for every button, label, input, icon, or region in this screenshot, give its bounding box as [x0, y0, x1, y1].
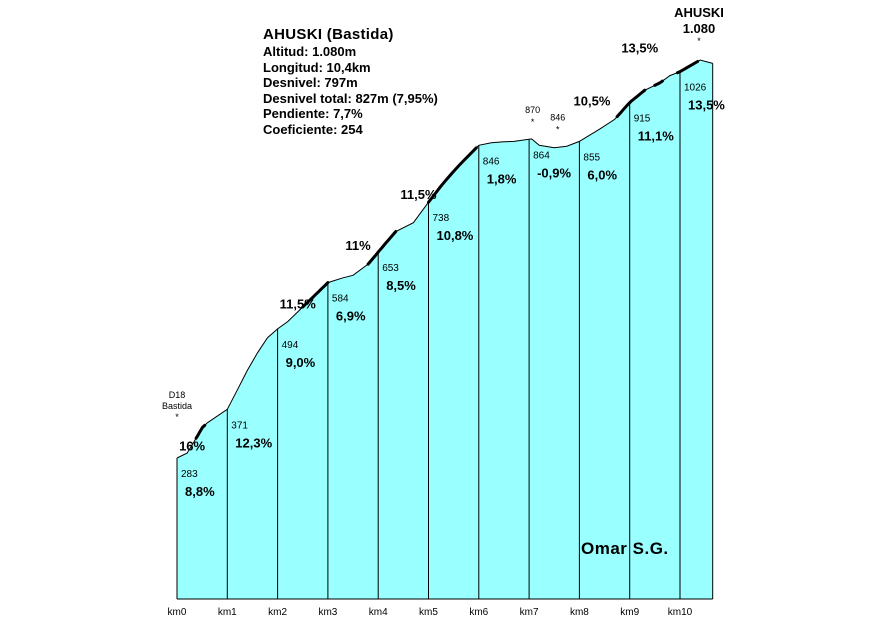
- km-gradient-label: 11,1%: [638, 128, 675, 143]
- info-coefficient: Coeficiente: 254: [263, 121, 363, 137]
- summit-name-label: AHUSKI: [674, 5, 724, 20]
- summit-altitude-label: 1.080: [683, 21, 716, 36]
- km-tick-label: km6: [469, 607, 488, 618]
- km-gradient-label: 8,5%: [386, 278, 416, 293]
- info-altitude: Altitud: 1.080m: [263, 44, 357, 59]
- km-gradient-label: -0,9%: [537, 165, 571, 180]
- km-altitude-label: 371: [231, 420, 248, 431]
- section-gradient-label: 10,5%: [574, 93, 611, 108]
- km-tick-label: km1: [218, 607, 237, 618]
- km-tick-label: km8: [570, 607, 589, 618]
- km-tick-label: km7: [520, 607, 539, 618]
- section-gradient-label: 13,5%: [621, 41, 658, 56]
- section-gradient-label: 16%: [179, 439, 205, 454]
- km-altitude-label: 864: [533, 150, 550, 161]
- point-altitude-label: 846: [550, 113, 565, 123]
- km-altitude-label: 494: [282, 340, 299, 351]
- summit-marker: *: [697, 36, 701, 46]
- profile-line-layer: [176, 59, 714, 600]
- km-tick-label: km3: [318, 607, 337, 618]
- info-elevation-gain: Desnivel: 797m: [263, 75, 358, 90]
- info-average-gradient: Pendiente: 7,7%: [263, 106, 363, 121]
- steep-segment: [301, 281, 330, 309]
- section-gradient-label: 11%: [345, 238, 371, 253]
- km-gradient-label: 12,3%: [235, 435, 272, 450]
- km-tick-label: km2: [268, 607, 287, 618]
- km-gradient-label: 13,5%: [688, 98, 725, 113]
- steep-segment: [676, 60, 700, 75]
- steep-segment: [427, 146, 478, 204]
- km-tick-label: km4: [369, 607, 388, 618]
- km-altitude-label: 653: [382, 263, 399, 274]
- km-tick-label: km5: [419, 607, 438, 618]
- km-altitude-label: 855: [583, 152, 600, 163]
- km-gradient-label: 10,8%: [437, 228, 474, 243]
- km-gradient-label: 9,0%: [286, 355, 316, 370]
- profile-area-layer: [177, 60, 713, 599]
- km-gradient-label: 6,0%: [587, 167, 617, 182]
- section-gradient-label: 11,5%: [280, 296, 317, 311]
- steep-segment: [615, 88, 647, 119]
- point-marker: *: [531, 117, 535, 127]
- point-altitude-label: 870: [525, 105, 540, 115]
- km-tick-label: km9: [620, 607, 639, 618]
- climb-title: AHUSKI (Bastida): [263, 26, 394, 43]
- profile-label-layer: km0 283 8,8% km1 371 12,3% km2 494 9,0% km3 584 6,9…: [162, 5, 725, 618]
- km-gradient-label: 8,8%: [185, 484, 215, 499]
- km-altitude-label: 738: [433, 213, 450, 224]
- km-tick-label: km0: [168, 607, 187, 618]
- author-signature: Omar S.G.: [581, 539, 669, 558]
- km-altitude-label: 584: [332, 294, 349, 305]
- info-length: Longitud: 10,4km: [263, 59, 371, 75]
- km-gradient-label: 6,9%: [336, 309, 366, 324]
- km-altitude-label: 1026: [684, 83, 707, 94]
- profile-area: [177, 60, 713, 599]
- km-altitude-label: 283: [181, 469, 198, 480]
- steep-segment: [366, 230, 398, 266]
- steep-segment: [194, 423, 207, 440]
- steep-segment: [653, 79, 664, 87]
- start-place-label: Bastida: [162, 401, 192, 411]
- km-altitude-label: 915: [634, 113, 651, 124]
- start-road-label: D18: [169, 390, 186, 400]
- km-tick-label: km10: [668, 607, 693, 618]
- km-gradient-label: 1,8%: [487, 171, 517, 186]
- info-total-elevation-gain: Desnivel total: 827m (7,95%): [263, 90, 438, 106]
- km-altitude-label: 846: [483, 156, 500, 167]
- start-marker: *: [175, 412, 179, 422]
- section-gradient-label: 11,5%: [400, 187, 437, 202]
- point-marker: *: [556, 125, 560, 135]
- climb-info-panel: AHUSKI (Bastida) Altitud: 1.080m Longitu…: [263, 26, 438, 137]
